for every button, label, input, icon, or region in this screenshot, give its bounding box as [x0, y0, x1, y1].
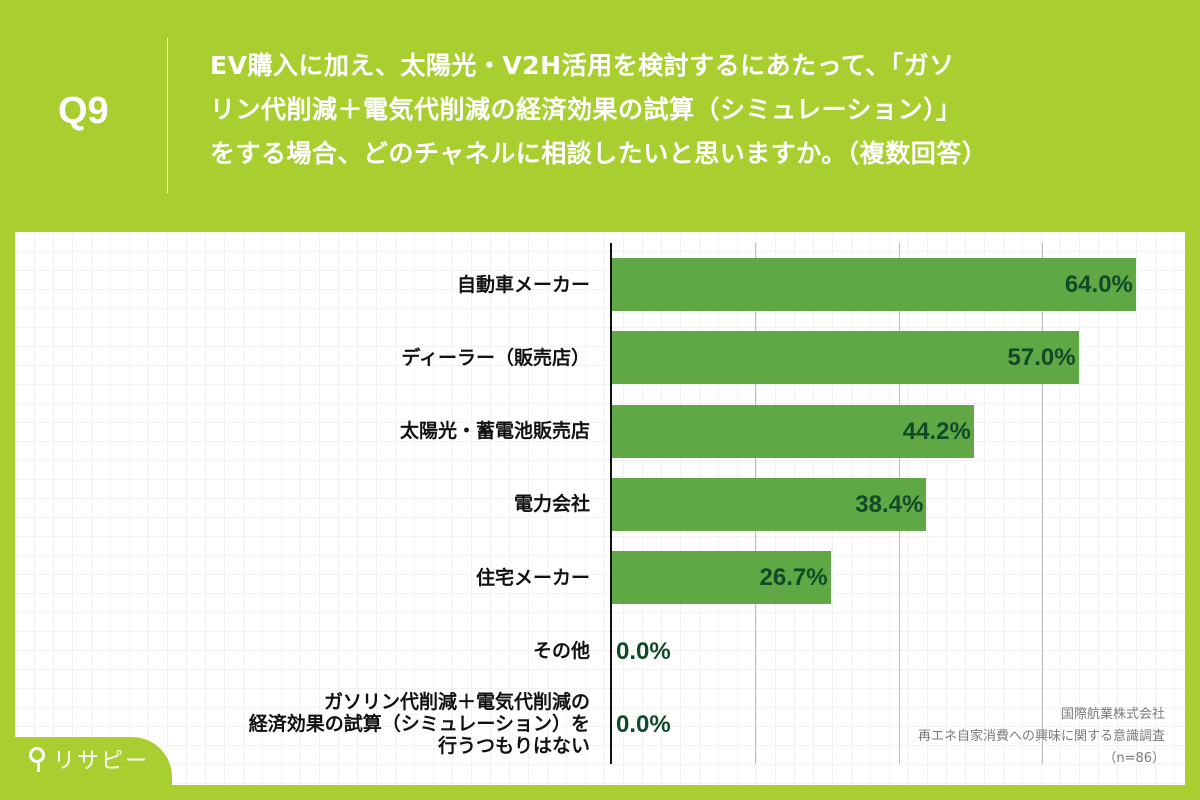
question-line: EV購入に加え、太陽光・V2H活用を検討するにあたって、「ガソ [210, 51, 955, 80]
chart-card: 自動車メーカー 64.0% ディーラー（販売店） 57.0% 太陽光・蓄電池販売店 44.… [15, 232, 1185, 785]
header-divider [167, 38, 168, 193]
source-company: 国際航業株式会社 [1060, 707, 1165, 722]
category-label-line: 行うつもりはない [437, 735, 590, 758]
bar [612, 551, 831, 605]
source-note: 国際航業株式会社 再エネ自家消費への興味に関する意識調査 （n=86） [918, 704, 1165, 770]
bar-value-label: 26.7% [759, 564, 828, 592]
category-label: 住宅メーカー [150, 567, 590, 589]
category-label-line: ガソリン代削減＋電気代削減の [323, 691, 590, 714]
bar [612, 477, 927, 531]
question-number: Q9 [58, 90, 109, 132]
bar [612, 404, 974, 458]
bar-value-label: 44.2% [902, 417, 971, 445]
y-axis-line [610, 243, 612, 764]
bar-value-label: 0.0% [616, 710, 671, 738]
category-label: ディーラー（販売店） [150, 347, 590, 369]
question-line: をする場合、どのチャネルに相談したいと思いますか。（複数回答） [210, 139, 988, 168]
category-label-line: 自動車メーカー [456, 273, 590, 296]
logo-text: リサピー [53, 749, 150, 774]
category-label-line: 太陽光・蓄電池販売店 [399, 420, 590, 443]
map-pin-icon [29, 747, 45, 772]
bar [612, 258, 1136, 311]
logo: リサピー [15, 737, 172, 785]
category-label: ガソリン代削減＋電気代削減の 経済効果の試算（シミュレーション）を 行うつもりはない [150, 691, 590, 757]
question-text: EV購入に加え、太陽光・V2H活用を検討するにあたって、「ガソ リン代削減＋電気… [210, 44, 1170, 176]
category-label: その他 [150, 640, 590, 662]
bar [612, 331, 1079, 385]
bar-value-label: 0.0% [616, 637, 671, 665]
category-label-line: 電力会社 [513, 493, 590, 516]
question-line: リン代削減＋電気代削減の経済効果の試算（シミュレーション）」 [210, 95, 962, 124]
category-label: 太陽光・蓄電池販売店 [150, 420, 590, 442]
category-label-line: 経済効果の試算（シミュレーション）を [248, 713, 590, 736]
gridline [1041, 243, 1043, 764]
category-label-line: 住宅メーカー [475, 566, 590, 589]
bar-value-label: 38.4% [855, 490, 924, 518]
source-survey: 再エネ自家消費への興味に関する意識調査 [917, 729, 1165, 744]
bar-value-label: 57.0% [1007, 344, 1076, 372]
category-label: 電力会社 [150, 493, 590, 515]
category-label: 自動車メーカー [150, 274, 590, 296]
question-header: Q9 EV購入に加え、太陽光・V2H活用を検討するにあたって、「ガソ リン代削減… [0, 0, 1200, 232]
bar-value-label: 64.0% [1064, 271, 1133, 298]
category-label-line: ディーラー（販売店） [401, 346, 590, 369]
category-label-line: その他 [532, 640, 590, 662]
source-sample-size: （n=86） [1103, 751, 1165, 766]
